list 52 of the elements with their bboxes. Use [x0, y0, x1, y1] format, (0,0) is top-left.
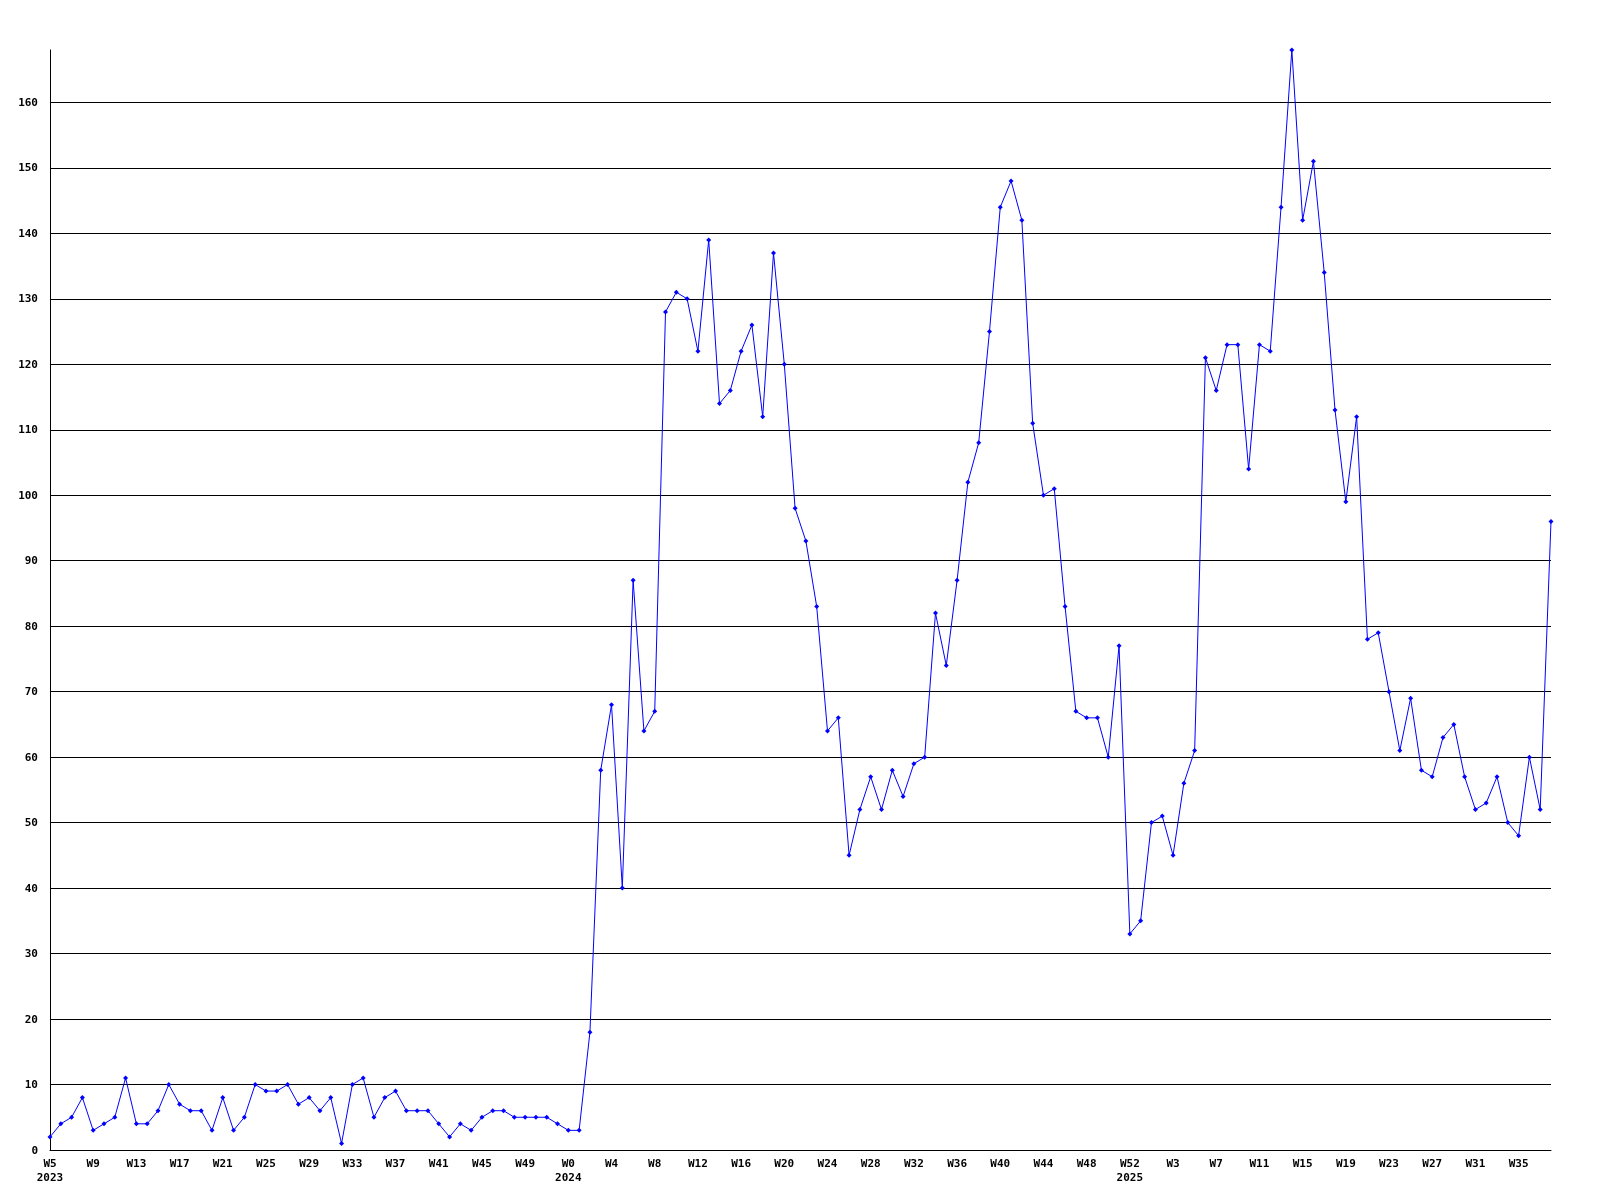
x-tick-label: W45	[472, 1156, 492, 1170]
y-tick-label: 10	[24, 1078, 38, 1092]
x-tick-label: W7	[1209, 1156, 1223, 1170]
x-tick-label: W9	[86, 1156, 100, 1170]
x-tick-label: W17	[169, 1156, 190, 1170]
x-tick-label: W29	[299, 1156, 320, 1170]
x-tick-label: W16	[731, 1156, 752, 1170]
x-tick-label: W24	[817, 1156, 838, 1170]
y-tick-label: 20	[24, 1012, 38, 1026]
x-tick-label: W11	[1249, 1156, 1270, 1170]
x-tick-label: W13	[126, 1156, 147, 1170]
x-tick-label: W3	[1166, 1156, 1180, 1170]
x-tick-label: W19	[1335, 1156, 1356, 1170]
x-tick-label: W49	[515, 1156, 536, 1170]
y-tick-label: 120	[18, 357, 38, 371]
y-tick-label: 50	[24, 816, 38, 830]
x-tick-label: W41	[428, 1156, 450, 1170]
y-tick-label: 30	[24, 947, 38, 961]
y-tick-label: 150	[18, 161, 38, 175]
y-tick-label: 60	[24, 750, 38, 764]
y-tick-label: 90	[24, 554, 38, 568]
y-tick-label: 0	[31, 1143, 38, 1157]
x-tick-label: W52 2025	[1116, 1156, 1144, 1184]
y-tick-label: 130	[18, 292, 38, 306]
x-tick-label: W21	[212, 1156, 234, 1170]
x-tick-label: W4	[604, 1156, 619, 1170]
y-tick-label: 40	[24, 881, 38, 895]
y-tick-label: 160	[18, 95, 38, 109]
x-tick-label: W23	[1379, 1156, 1399, 1170]
x-tick-label: W37	[385, 1156, 406, 1170]
y-tick-label: 100	[18, 488, 38, 502]
x-tick-label: W33	[342, 1156, 363, 1170]
x-tick-label: W8	[648, 1156, 662, 1170]
x-tick-label: W31	[1465, 1156, 1486, 1170]
x-tick-label: W5 2023	[36, 1156, 64, 1184]
x-tick-label: W15	[1292, 1156, 1313, 1170]
x-tick-label: W25	[256, 1156, 276, 1170]
x-tick-label: W20	[774, 1156, 795, 1170]
y-tick-label: 70	[24, 685, 38, 699]
x-tick-label: W48	[1076, 1156, 1097, 1170]
x-tick-label: W28	[860, 1156, 881, 1170]
y-tick-label: 140	[18, 226, 38, 240]
x-tick-label: W40	[990, 1156, 1011, 1170]
y-tick-label: 80	[24, 619, 38, 633]
x-tick-label: W0 2024	[555, 1156, 582, 1184]
x-tick-label: W44	[1033, 1156, 1054, 1170]
x-tick-label: W36	[947, 1156, 968, 1170]
x-tick-label: W32	[903, 1156, 924, 1170]
y-tick-label: 110	[18, 423, 38, 437]
x-tick-label: W12	[687, 1156, 708, 1170]
x-tick-label: W35	[1508, 1156, 1529, 1170]
x-tick-label: W27	[1422, 1156, 1443, 1170]
